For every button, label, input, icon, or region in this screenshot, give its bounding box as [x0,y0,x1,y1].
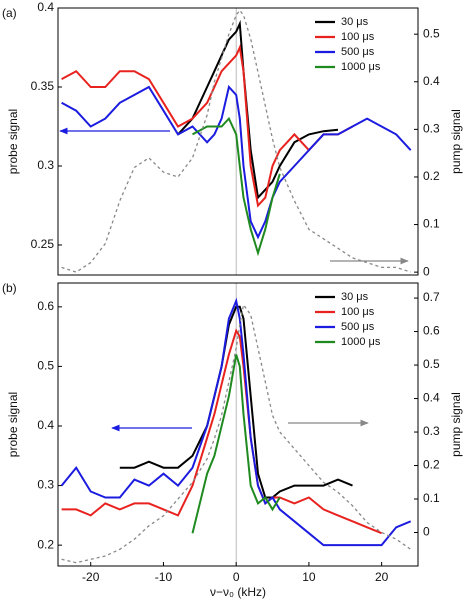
legend-label: 100 μs [341,31,375,43]
y-axis-label: probe signal [6,109,20,174]
x-tick-label: 20 [375,570,389,584]
legend-label: 100 μs [341,306,375,318]
y-tick-label: 0.35 [31,79,55,93]
y2-tick-label: 0 [423,525,430,539]
plot-frame [57,282,419,567]
x-tick-label: -20 [82,570,100,584]
probe-line [177,19,339,200]
x-tick-label: 0 [233,570,240,584]
x-axis-label: ν−ν₀ (kHz) [210,585,266,599]
pump-line [61,303,412,564]
y2-tick-label: 0 [423,264,430,278]
y2-tick-label: 0.3 [423,424,440,438]
probe-line [60,297,412,547]
y-tick-label: 0.5 [37,359,54,373]
probe-line [191,354,281,534]
probe-line [119,305,353,499]
panel-label: (a) [2,6,17,20]
probe-line [61,328,382,535]
y-tick-label: 0.4 [37,0,54,14]
probe-line [61,44,353,208]
y-axis-label: probe signal [6,392,20,457]
legend-label: 500 μs [341,321,375,333]
legend-label: 30 μs [341,16,369,28]
y2-axis-label: pump signal [449,392,463,457]
y-tick-label: 0.4 [37,418,54,432]
y2-axis-label: pump signal [449,109,463,174]
y-tick-label: 0.3 [37,158,54,172]
y2-tick-label: 0.5 [423,357,440,371]
y2-tick-label: 0.5 [423,26,440,40]
panel-label: (b) [2,281,17,295]
y-tick-label: 0.2 [37,537,54,551]
y2-tick-label: 0.3 [423,122,440,136]
plot-frame [57,7,419,276]
x-tick-label: -10 [155,570,173,584]
y2-tick-label: 0.4 [423,391,440,405]
y-tick-label: 0.3 [37,478,54,492]
legend-label: 1000 μs [341,336,381,348]
y2-tick-label: 0.1 [423,217,440,231]
probe-line [61,84,412,240]
legend-label: 1000 μs [341,61,381,73]
y2-tick-label: 0.2 [423,169,440,183]
legend-label: 30 μs [341,291,369,303]
y2-tick-label: 0.7 [423,290,440,304]
probe-line [192,116,281,257]
y2-tick-label: 0.4 [423,74,440,88]
y2-tick-label: 0.6 [423,324,440,338]
x-tick-label: 10 [302,570,316,584]
y2-tick-label: 0.2 [423,458,440,472]
y-tick-label: 0.25 [31,237,55,251]
pump-line [61,9,411,273]
y-tick-label: 0.6 [37,299,54,313]
y2-tick-label: 0.1 [423,491,440,505]
legend-label: 500 μs [341,46,375,58]
